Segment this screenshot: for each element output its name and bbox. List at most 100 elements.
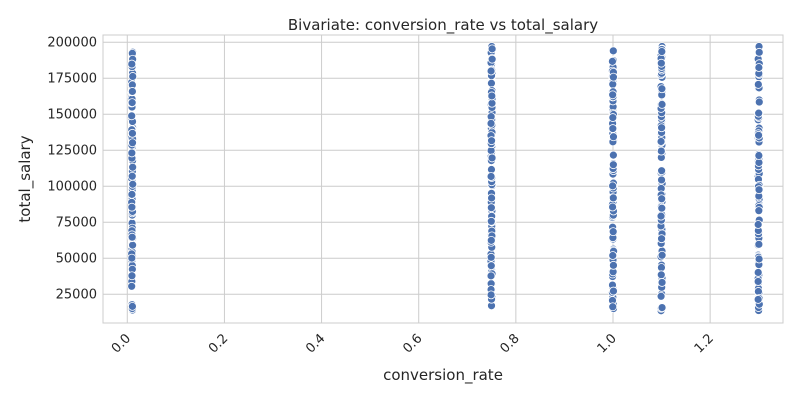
scatter-point — [486, 119, 496, 128]
scatter-point — [486, 271, 496, 281]
scatter-point — [657, 234, 666, 244]
scatter-point — [754, 254, 764, 264]
scatter-point — [609, 72, 618, 82]
scatter-point — [754, 151, 764, 160]
scatter-point — [608, 160, 618, 170]
y-tick-label: 150000 — [47, 108, 97, 123]
scatter-point — [127, 271, 137, 281]
scatter-point — [608, 227, 618, 237]
y-tick-label: 175000 — [47, 72, 97, 87]
scatter-point — [128, 162, 138, 172]
scatter-point — [608, 202, 617, 212]
scatter-point — [753, 277, 763, 286]
scatter-point — [127, 111, 137, 121]
scatter-point — [657, 99, 667, 109]
x-tick-label: 0.8 — [497, 331, 522, 356]
y-tick-label: 125000 — [47, 144, 97, 159]
x-axis-label: conversion_rate — [383, 366, 503, 385]
scatter-point — [127, 281, 137, 291]
scatter-point — [487, 91, 497, 101]
scatter-point — [608, 56, 617, 66]
scatter-point — [487, 153, 497, 163]
x-tick-label: 0.6 — [400, 331, 425, 356]
data-points — [127, 42, 764, 316]
y-tick-label: 25000 — [56, 288, 97, 303]
scatter-point — [487, 44, 497, 54]
scatter-point — [127, 202, 137, 212]
scatter-point — [128, 138, 137, 148]
scatter-point — [754, 108, 764, 118]
scatter-point — [656, 211, 666, 221]
scatter-point — [657, 203, 667, 213]
scatter-point — [128, 240, 138, 250]
scatter-point — [657, 194, 667, 204]
scatter-point — [608, 302, 618, 312]
scatter-point — [609, 286, 618, 296]
scatter-point — [486, 216, 496, 226]
x-tick-label: 0.4 — [303, 331, 328, 356]
scatter-point — [656, 270, 666, 280]
scatter-point — [657, 47, 667, 56]
scatter-point — [656, 146, 666, 156]
scatter-point — [127, 148, 137, 158]
scatter-point — [128, 301, 137, 311]
scatter-point — [657, 123, 666, 133]
scatter-point — [754, 97, 764, 107]
scatter-point — [487, 136, 496, 146]
scatter-point — [754, 47, 764, 57]
scatter-point — [128, 72, 138, 81]
scatter-point — [609, 132, 618, 142]
chart-title: Bivariate: conversion_rate vs total_sala… — [288, 16, 598, 35]
scatter-point — [127, 189, 137, 199]
x-tick-labels: 0.0 0.2 0.4 0.6 0.8 1.0 1.2 — [109, 331, 717, 356]
scatter-point — [754, 206, 764, 216]
y-axis-label: total_salary — [16, 135, 35, 222]
scatter-point — [486, 203, 496, 213]
scatter-point — [657, 303, 667, 312]
scatter-point — [486, 290, 496, 300]
scatter-point — [657, 263, 666, 272]
y-tick-label: 75000 — [56, 216, 97, 231]
scatter-point — [656, 58, 666, 68]
scatter-point — [608, 150, 618, 160]
scatter-point — [486, 172, 496, 181]
scatter-point — [753, 220, 763, 229]
plot-background — [102, 34, 784, 324]
scatter-point — [487, 54, 497, 64]
scatter-point — [127, 59, 137, 69]
scatter-point — [127, 171, 137, 181]
scatter-point — [487, 78, 496, 88]
scatter-point — [486, 235, 496, 245]
scatter-point — [754, 185, 764, 195]
scatter-point — [127, 98, 137, 108]
scatter-point — [608, 124, 618, 133]
y-tick-label: 50000 — [56, 252, 97, 267]
scatter-point — [657, 175, 666, 185]
scatter-point — [487, 98, 497, 108]
x-tick-label: 1.0 — [595, 331, 620, 356]
scatter-point — [754, 239, 764, 249]
scatter-point — [608, 113, 618, 122]
scatter-point — [486, 261, 496, 271]
scatter-point — [657, 84, 667, 94]
x-tick-label: 0.0 — [109, 331, 134, 356]
scatter-point — [657, 166, 667, 176]
scatter-point — [486, 252, 496, 262]
x-tick-label: 0.2 — [206, 331, 231, 356]
scatter-point — [127, 232, 137, 242]
y-tick-label: 200000 — [47, 36, 97, 51]
scatter-point — [656, 137, 666, 146]
scatter-point — [754, 130, 764, 140]
scatter-point — [753, 80, 763, 89]
scatter-point — [608, 90, 618, 100]
scatter-point — [608, 46, 618, 56]
scatter-point — [608, 181, 618, 191]
scatter-point — [657, 250, 667, 260]
scatter-point — [128, 179, 138, 189]
scatter-point — [753, 268, 763, 277]
scatter-point — [754, 63, 764, 72]
scatter-point — [657, 278, 667, 287]
scatter-point — [608, 251, 618, 260]
